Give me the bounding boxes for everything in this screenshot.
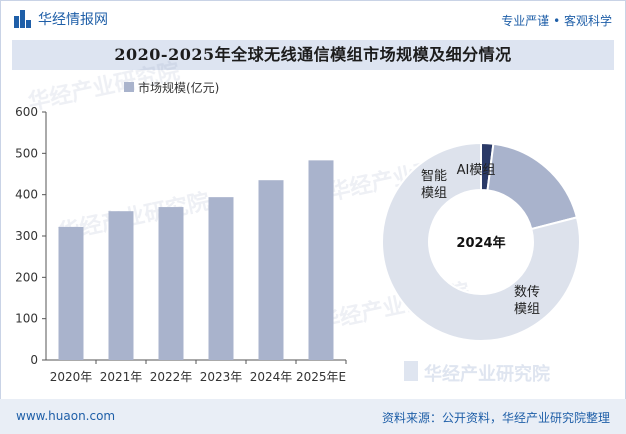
pie-label: 数传模组 <box>514 285 540 317</box>
bar-2020年 <box>58 226 84 360</box>
footer-source: 资料来源：公开资料，华经产业研究院整理 <box>381 411 610 425</box>
y-tick-label: 200 <box>15 270 38 284</box>
pie-label: 智能模组 <box>421 169 447 201</box>
x-tick-label: 2020年 <box>50 370 93 384</box>
footer-bar: www.huaon.com 资料来源：公开资料，华经产业研究院整理 <box>0 399 626 434</box>
pie-label: AI模组 <box>457 163 496 178</box>
bar-2024年 <box>258 180 284 360</box>
x-tick-label: 2025年E <box>296 370 346 384</box>
footer-url[interactable]: www.huaon.com <box>16 409 116 423</box>
pie-slice-数传模组 <box>381 141 581 342</box>
brand-watermark-text: 华经产业研究院 <box>424 363 550 385</box>
bar-2023年 <box>208 197 234 360</box>
title-bar: 2020-2025年全球无线通信模组市场规模及细分情况 <box>12 40 614 70</box>
y-tick-label: 300 <box>15 229 38 243</box>
bar-chart: 0 100 200 300 400 500 600 2020年 2021年 2022年 2023年 2… <box>15 105 347 384</box>
legend: 市场规模(亿元) <box>124 80 219 95</box>
header-bar: 华经情报网 专业严谨 • 客观科学 <box>0 0 626 36</box>
legend-label: 市场规模(亿元) <box>138 80 219 95</box>
y-tick-label: 600 <box>15 105 38 119</box>
brand-watermark: 华经产业研究院 <box>404 361 550 385</box>
pie-slice-智能模组 <box>486 142 579 231</box>
brand: 华经情报网 <box>14 9 108 29</box>
y-tick-label: 0 <box>30 353 38 367</box>
x-tick-label: 2021年 <box>100 370 143 384</box>
bar-2022年 <box>158 207 184 360</box>
y-tick-label: 100 <box>15 312 38 326</box>
slogan: 专业严谨 • 客观科学 <box>501 14 612 28</box>
x-tick-label: 2024年 <box>250 370 293 384</box>
x-tick-label: 2023年 <box>200 370 243 384</box>
donut-center-label: 2024年 <box>456 235 505 251</box>
brand-logo-icon <box>14 10 32 28</box>
brand-name: 华经情报网 <box>38 12 108 28</box>
brand-watermark-logo-icon <box>404 361 418 381</box>
chart-title: 2020-2025年全球无线通信模组市场规模及细分情况 <box>114 45 512 64</box>
y-tick-label: 400 <box>15 188 38 202</box>
x-tick-label: 2022年 <box>150 370 193 384</box>
y-tick-label: 500 <box>15 146 38 160</box>
bar-2025年E <box>308 160 334 360</box>
legend-swatch <box>124 82 134 92</box>
bar-2021年 <box>108 211 134 360</box>
